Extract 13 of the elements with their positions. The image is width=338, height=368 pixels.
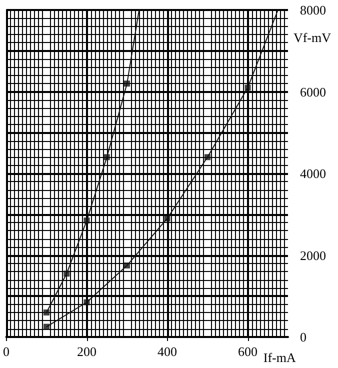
- point: [44, 309, 50, 316]
- y-tick-label: 2000: [300, 248, 326, 263]
- x-axis-title: If-mA: [263, 350, 296, 365]
- y-axis-title: Vf-mV: [293, 30, 332, 45]
- point: [44, 324, 50, 330]
- x-tick-label: 200: [77, 344, 96, 359]
- x-tick-label: 400: [158, 344, 177, 359]
- y-tick-label: 8000: [300, 2, 326, 18]
- y-tick-label: 0: [300, 330, 306, 344]
- x-tick-label: 600: [238, 344, 258, 359]
- y-tick-label: 4000: [300, 166, 326, 181]
- x-tick-label: 0: [3, 344, 10, 359]
- y-tick-label: 6000: [300, 84, 326, 100]
